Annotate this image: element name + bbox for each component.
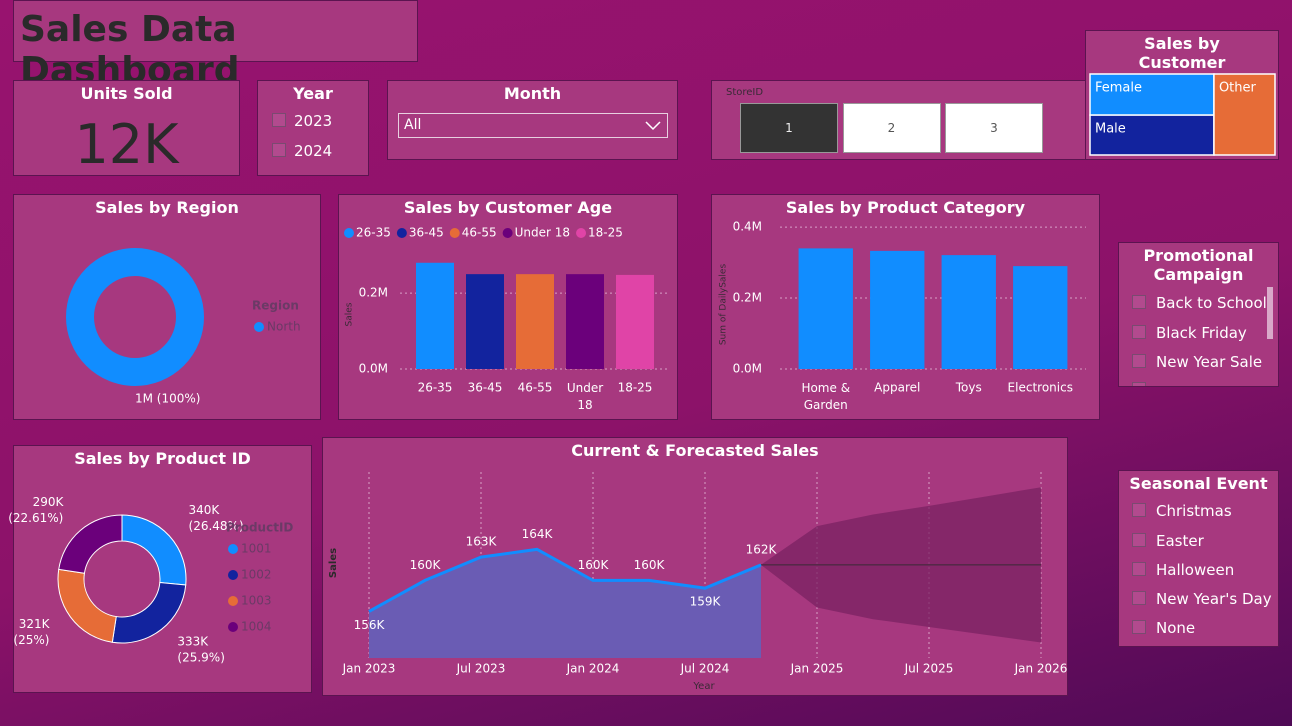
age-panel: Sales by Customer Age xyxy=(338,194,678,420)
store-button[interactable]: 2 xyxy=(842,103,941,153)
card-value: 12K xyxy=(74,113,179,176)
dropdown-value: All xyxy=(404,117,422,133)
checkbox[interactable] xyxy=(1132,591,1146,605)
chart-title: Sales by Customer Gender xyxy=(1138,34,1226,91)
chart-title: Sales by Customer Age xyxy=(403,198,613,217)
option[interactable]: Christmas xyxy=(1156,502,1232,520)
forecast-panel: Current & Forecasted Sales xyxy=(322,437,1068,696)
promo-slicer: Promotional Campaign Back to School Blac… xyxy=(1118,242,1279,387)
card-title: Units Sold xyxy=(80,84,173,103)
slicer-title: Promotional Campaign xyxy=(1143,246,1254,284)
year-slicer: Year 2023 2024 xyxy=(257,80,369,176)
checkbox[interactable] xyxy=(1132,295,1146,309)
season-slicer: Seasonal Event Christmas Easter Hallowee… xyxy=(1118,470,1279,647)
product-panel: Sales by Product ID xyxy=(13,445,312,693)
dropdown[interactable]: All xyxy=(398,113,668,138)
slicer-title: Month xyxy=(503,84,562,103)
chart-title: Sales by Region xyxy=(95,198,239,217)
option[interactable]: 2023 xyxy=(294,112,333,130)
month-slicer: Month All xyxy=(387,80,678,160)
checkbox[interactable] xyxy=(1132,562,1146,576)
checkbox[interactable] xyxy=(1132,325,1146,339)
checkbox[interactable] xyxy=(272,113,286,127)
option[interactable]: New Year's Day xyxy=(1156,590,1272,608)
checkbox[interactable] xyxy=(272,143,286,157)
chart-title: Sales by Product ID xyxy=(74,449,251,468)
store-button[interactable]: 1 xyxy=(740,103,838,153)
chart-title: Current & Forecasted Sales xyxy=(571,441,819,460)
slicer-title: Year xyxy=(293,84,333,103)
store-button[interactable]: 3 xyxy=(945,103,1043,153)
checkbox[interactable] xyxy=(1132,503,1146,517)
option[interactable]: Back to School xyxy=(1156,294,1267,312)
slicer-title: Seasonal Event xyxy=(1129,474,1268,493)
checkbox[interactable] xyxy=(1132,382,1146,386)
category-panel: Sales by Product Category xyxy=(711,194,1100,420)
option[interactable]: None xyxy=(1156,619,1196,637)
slicer-title: StoreID xyxy=(726,87,764,98)
checkbox[interactable] xyxy=(1132,533,1146,547)
units-card: Units Sold 12K xyxy=(13,80,240,176)
option[interactable]: 2024 xyxy=(294,142,333,160)
checkbox[interactable] xyxy=(1132,620,1146,634)
option[interactable]: Black Friday xyxy=(1156,324,1247,342)
gender-panel: Sales by Customer Gender xyxy=(1085,30,1279,160)
option[interactable]: Easter xyxy=(1156,532,1204,550)
option[interactable]: New Year Sale xyxy=(1156,353,1263,371)
scrollbar[interactable] xyxy=(1267,287,1273,339)
chevron xyxy=(645,121,661,131)
region-panel: Sales by Region xyxy=(13,194,321,420)
dashboard-title: Sales Data Dashboard xyxy=(20,9,240,91)
chart-title: Sales by Product Category xyxy=(785,198,1026,217)
title-box: Sales Data Dashboard xyxy=(13,0,418,91)
option[interactable]: Halloween xyxy=(1156,561,1235,579)
checkbox[interactable] xyxy=(1132,354,1146,368)
